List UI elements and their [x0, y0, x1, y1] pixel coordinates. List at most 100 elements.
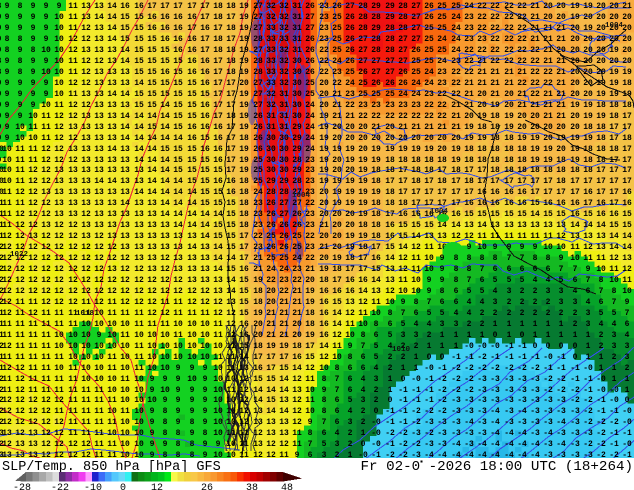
svg-text:17: 17	[490, 177, 500, 186]
svg-text:17: 17	[411, 188, 421, 197]
svg-text:25: 25	[332, 13, 342, 22]
svg-text:12: 12	[41, 232, 51, 241]
svg-text:10: 10	[213, 407, 223, 416]
svg-text:19: 19	[583, 112, 593, 121]
svg-text:11: 11	[94, 386, 104, 395]
svg-text:19: 19	[583, 24, 593, 33]
svg-text:20: 20	[345, 221, 355, 230]
svg-text:14: 14	[319, 342, 329, 351]
svg-text:17: 17	[226, 79, 236, 88]
svg-text:11: 11	[81, 429, 91, 438]
svg-text:25: 25	[437, 46, 447, 55]
svg-text:8: 8	[203, 429, 208, 438]
svg-text:15: 15	[226, 232, 236, 241]
svg-text:12: 12	[464, 232, 474, 241]
svg-text:18: 18	[239, 177, 249, 186]
svg-text:2: 2	[533, 287, 538, 296]
svg-text:12: 12	[200, 298, 210, 307]
svg-text:22: 22	[504, 46, 514, 55]
svg-text:9: 9	[44, 57, 49, 66]
svg-text:20: 20	[319, 90, 329, 99]
svg-text:22: 22	[332, 79, 342, 88]
svg-text:20: 20	[609, 13, 619, 22]
svg-text:13: 13	[279, 418, 289, 427]
svg-text:11: 11	[41, 342, 51, 351]
svg-text:-0: -0	[596, 375, 606, 384]
svg-text:12: 12	[15, 407, 25, 416]
svg-text:15: 15	[173, 79, 183, 88]
svg-text:17: 17	[622, 177, 632, 186]
svg-text:26: 26	[411, 46, 421, 55]
svg-text:23: 23	[385, 101, 395, 110]
svg-text:19: 19	[239, 145, 249, 154]
svg-text:-22: -22	[51, 483, 69, 490]
svg-text:12: 12	[54, 440, 64, 449]
svg-text:9: 9	[150, 375, 155, 384]
svg-text:12: 12	[54, 254, 64, 263]
svg-text:1: 1	[625, 386, 630, 395]
svg-text:17: 17	[266, 353, 276, 362]
svg-text:13: 13	[187, 254, 197, 263]
svg-text:23: 23	[464, 13, 474, 22]
svg-text:30: 30	[279, 156, 289, 165]
svg-text:12: 12	[0, 418, 4, 427]
svg-text:-1: -1	[371, 451, 381, 460]
svg-text:14: 14	[94, 13, 104, 22]
svg-text:22: 22	[543, 79, 553, 88]
svg-text:9: 9	[203, 386, 208, 395]
svg-text:15: 15	[609, 221, 619, 230]
svg-text:13: 13	[266, 429, 276, 438]
svg-text:18: 18	[490, 112, 500, 121]
svg-text:17: 17	[213, 101, 223, 110]
svg-text:2: 2	[573, 320, 578, 329]
svg-text:21: 21	[543, 101, 553, 110]
svg-text:10: 10	[134, 375, 144, 384]
svg-text:22: 22	[490, 2, 500, 11]
svg-text:-4: -4	[451, 451, 461, 460]
svg-text:-3: -3	[424, 440, 434, 449]
svg-text:8: 8	[18, 57, 23, 66]
svg-text:3: 3	[559, 298, 564, 307]
svg-text:15: 15	[279, 364, 289, 373]
svg-text:22: 22	[464, 68, 474, 77]
svg-text:13: 13	[596, 232, 606, 241]
svg-text:14: 14	[134, 79, 144, 88]
svg-text:12: 12	[54, 451, 64, 460]
svg-text:20: 20	[345, 134, 355, 143]
svg-text:13: 13	[107, 68, 117, 77]
svg-text:11: 11	[0, 320, 4, 329]
svg-text:13: 13	[134, 177, 144, 186]
svg-text:12: 12	[253, 429, 263, 438]
svg-text:10: 10	[398, 287, 408, 296]
svg-text:31: 31	[292, 24, 302, 33]
svg-text:21: 21	[332, 101, 342, 110]
svg-text:9: 9	[5, 24, 10, 33]
svg-text:9: 9	[18, 46, 23, 55]
svg-text:9: 9	[163, 375, 168, 384]
svg-text:15: 15	[187, 145, 197, 154]
svg-text:3: 3	[612, 331, 617, 340]
svg-text:19: 19	[570, 145, 580, 154]
svg-text:1: 1	[507, 331, 512, 340]
svg-text:12: 12	[0, 254, 4, 263]
svg-text:11: 11	[504, 232, 514, 241]
svg-text:19: 19	[332, 199, 342, 208]
svg-text:-1: -1	[424, 396, 434, 405]
svg-text:15: 15	[173, 156, 183, 165]
svg-text:20: 20	[319, 188, 329, 197]
svg-text:27: 27	[279, 210, 289, 219]
svg-text:20: 20	[371, 134, 381, 143]
svg-text:11: 11	[68, 57, 78, 66]
svg-text:17: 17	[609, 166, 619, 175]
svg-text:9: 9	[176, 386, 181, 395]
svg-text:12: 12	[147, 309, 157, 318]
svg-text:18: 18	[358, 221, 368, 230]
svg-text:17: 17	[358, 254, 368, 263]
svg-text:8: 8	[31, 46, 36, 55]
svg-text:-3: -3	[570, 440, 580, 449]
svg-text:24: 24	[464, 2, 474, 11]
svg-text:-3: -3	[543, 451, 553, 460]
svg-text:22: 22	[437, 101, 447, 110]
svg-text:19: 19	[239, 166, 249, 175]
svg-text:13: 13	[81, 134, 91, 143]
